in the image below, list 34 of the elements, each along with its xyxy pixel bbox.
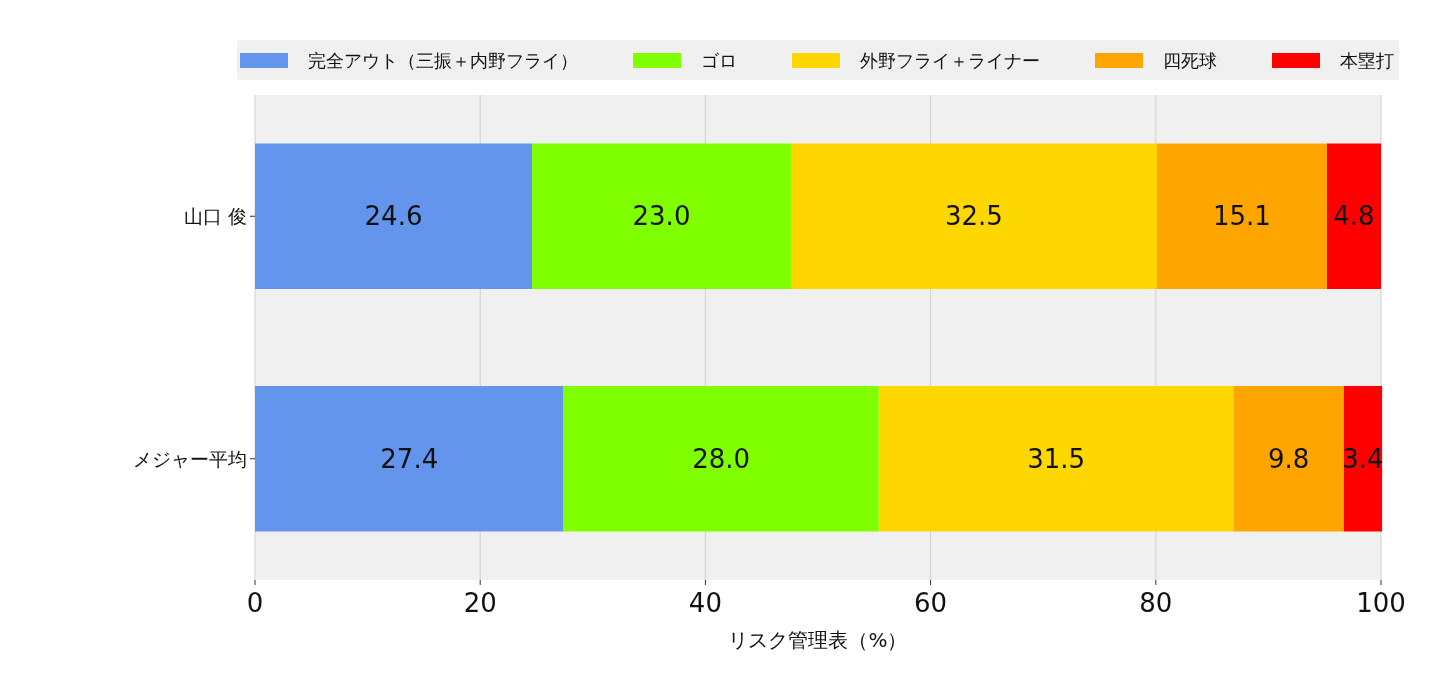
x-tick-label: 20 bbox=[463, 588, 497, 618]
bar bbox=[1343, 386, 1383, 532]
data-label: 28.0 bbox=[692, 443, 751, 474]
x-tick-label: 40 bbox=[688, 588, 722, 618]
legend-label: 本塁打 bbox=[1340, 50, 1394, 71]
bar bbox=[1156, 143, 1327, 289]
y-tick-label: メジャー平均 bbox=[133, 447, 247, 470]
legend-label: ゴロ bbox=[701, 50, 737, 71]
bar bbox=[255, 143, 532, 289]
bar bbox=[1233, 386, 1344, 532]
data-label: 15.1 bbox=[1212, 201, 1271, 232]
bar bbox=[532, 143, 791, 289]
data-label: 31.5 bbox=[1027, 443, 1086, 474]
data-label: 3.4 bbox=[1342, 443, 1384, 474]
bar bbox=[878, 386, 1234, 532]
data-label: 9.8 bbox=[1267, 443, 1310, 474]
y-tick-label: 山口 俊 bbox=[183, 205, 247, 228]
data-label: 24.6 bbox=[364, 201, 423, 232]
bar bbox=[255, 386, 564, 532]
legend-label: 四死球 bbox=[1163, 50, 1217, 71]
bar bbox=[1326, 143, 1381, 289]
bar bbox=[790, 143, 1157, 289]
bar bbox=[563, 386, 879, 532]
legend-label: 完全アウト（三振＋内野フライ） bbox=[308, 50, 578, 71]
legend-label: 外野フライ＋ライナー bbox=[860, 50, 1040, 71]
x-tick-label: 80 bbox=[1139, 588, 1173, 618]
data-label: 27.4 bbox=[380, 443, 439, 474]
x-tick-label: 100 bbox=[1356, 588, 1406, 618]
x-axis-title: リスク管理表（%） bbox=[728, 628, 908, 652]
x-tick-label: 60 bbox=[914, 588, 948, 618]
data-label: 23.0 bbox=[632, 201, 691, 232]
data-label: 32.5 bbox=[945, 201, 1003, 232]
x-tick-label: 0 bbox=[246, 588, 264, 618]
data-label: 4.8 bbox=[1333, 201, 1375, 232]
